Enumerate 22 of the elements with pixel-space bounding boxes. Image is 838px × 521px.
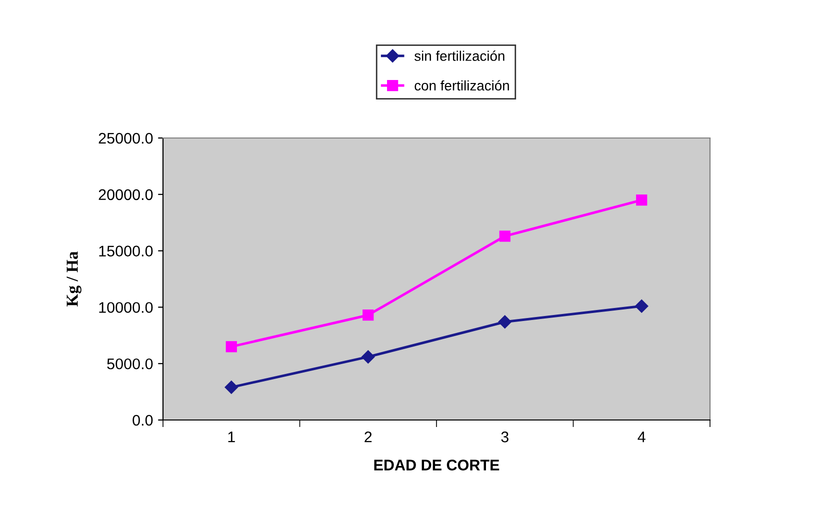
y-tick-label: 0.0 xyxy=(132,414,153,426)
y-tick-label: 10000.0 xyxy=(99,302,153,313)
y-axis-title: Kg / Ha xyxy=(66,251,82,306)
point xyxy=(362,350,375,364)
x-tick-label: 4 xyxy=(638,432,646,442)
legend-label: con fertilización xyxy=(414,80,509,91)
y-tick-label: 25000.0 xyxy=(98,132,153,144)
y-tick-label: 5000.0 xyxy=(107,358,153,370)
point xyxy=(636,194,648,206)
point xyxy=(362,310,374,321)
point xyxy=(226,341,237,352)
point xyxy=(224,380,238,394)
x-tick-label: 2 xyxy=(364,432,372,442)
legend-label: sin fertilización xyxy=(414,50,504,61)
x-tick-label: 1 xyxy=(228,432,235,442)
y-tick-label: 20000.0 xyxy=(98,189,153,200)
y-tick-label: 15000.0 xyxy=(99,246,153,256)
x-axis-title: EDAD DE CORTE xyxy=(374,460,500,470)
x-tick-label: 3 xyxy=(501,432,508,442)
point xyxy=(635,299,648,313)
point xyxy=(498,315,512,328)
point xyxy=(499,230,510,242)
